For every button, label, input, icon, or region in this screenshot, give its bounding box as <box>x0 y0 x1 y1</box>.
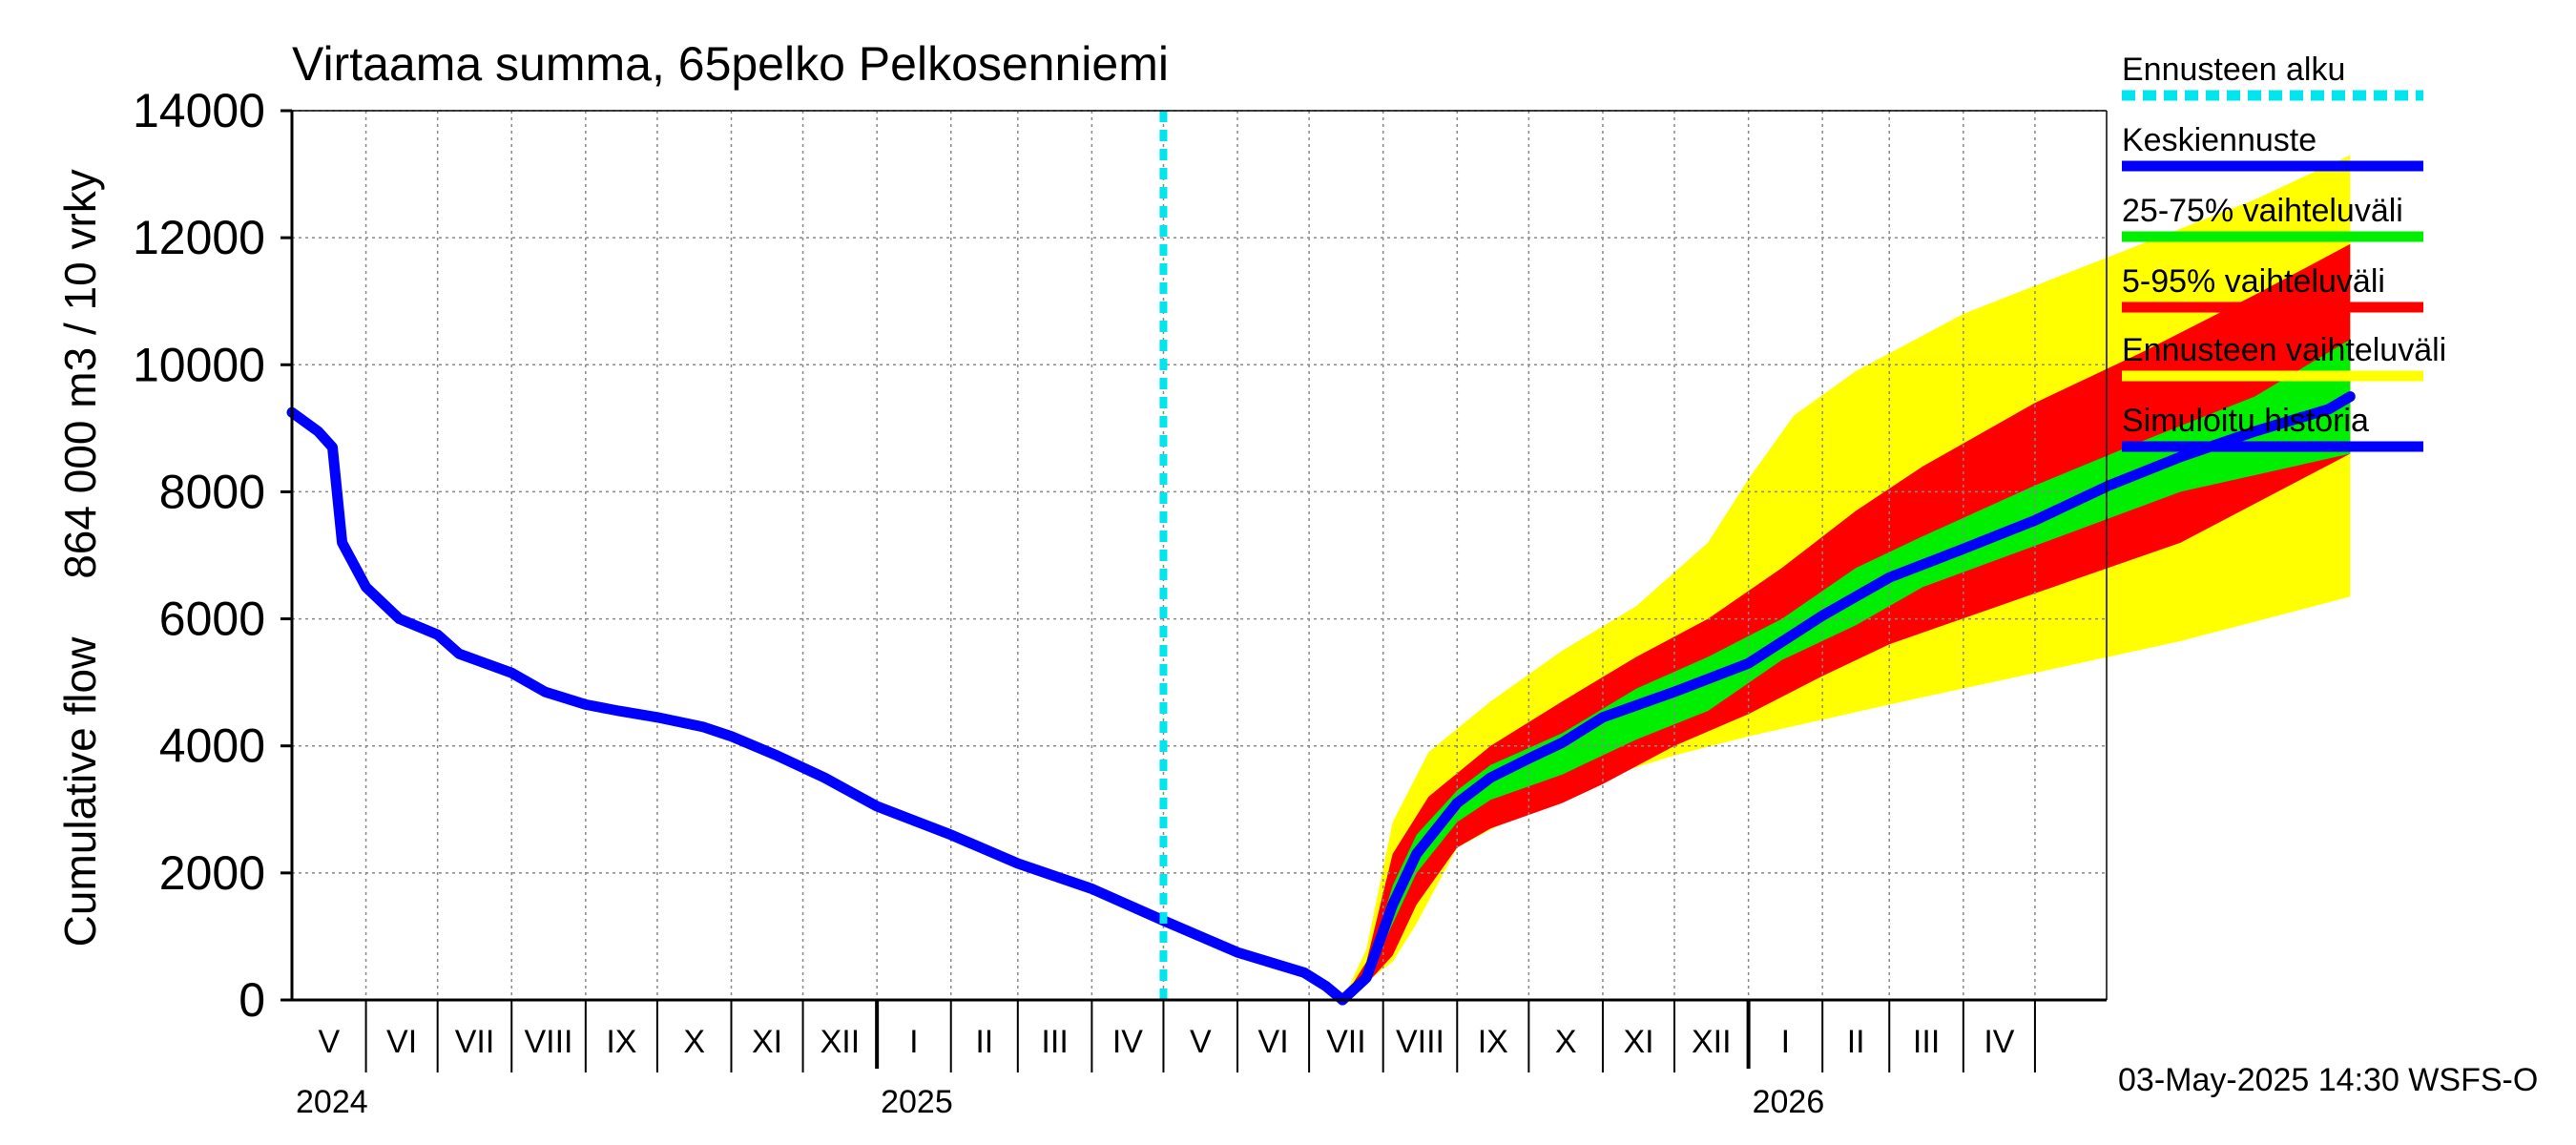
legend-label: Ennusteen vaihteluväli <box>2122 332 2446 368</box>
month-label: IV <box>1112 1024 1143 1060</box>
month-label: V <box>318 1024 340 1060</box>
year-label: 2024 <box>296 1084 368 1120</box>
month-label: II <box>1847 1024 1865 1060</box>
y-axis-label-line2: 864 000 m3 / 10 vrky <box>55 169 105 579</box>
month-label: III <box>1913 1024 1940 1060</box>
series-simuloitu-historia <box>286 406 1348 1006</box>
month-label: I <box>1781 1024 1790 1060</box>
month-label: X <box>1555 1024 1577 1060</box>
month-label: VII <box>1326 1024 1366 1060</box>
month-label: XII <box>821 1024 861 1060</box>
y-tick-labels: 0 2000 4000 6000 8000 10000 12000 14000 <box>133 84 292 1027</box>
band-25-75-vaihteluv-li <box>1342 339 2351 1000</box>
year-label: 2026 <box>1753 1084 1825 1120</box>
y-tick-label: 6000 <box>159 593 265 646</box>
footer-timestamp: 03-May-2025 14:30 WSFS-O <box>2118 1062 2538 1098</box>
y-tick-label: 4000 <box>159 719 265 773</box>
series-keskiennuste <box>1337 391 2356 1006</box>
y-tick-label: 14000 <box>133 84 265 137</box>
legend-label: Keskiennuste <box>2122 122 2316 158</box>
month-label: XII <box>1692 1024 1732 1060</box>
legend-label: 5-95% vaihteluväli <box>2122 263 2385 300</box>
month-label: I <box>909 1024 918 1060</box>
axes <box>290 110 2108 1002</box>
month-label: XI <box>1623 1024 1653 1060</box>
month-label: VIII <box>1396 1024 1444 1060</box>
month-label: IX <box>1478 1024 1508 1060</box>
y-tick-label: 12000 <box>133 211 265 264</box>
month-label: VI <box>1258 1024 1289 1060</box>
legend: Ennusteen alku Keskiennuste 25-75% vaihtel… <box>2122 52 2446 452</box>
y-tick-label: 10000 <box>133 338 265 391</box>
month-label: III <box>1041 1024 1068 1060</box>
month-label: VII <box>455 1024 495 1060</box>
legend-label: Simuloitu historia <box>2122 403 2369 439</box>
forecast-bands <box>1342 155 2351 1001</box>
month-label: IX <box>606 1024 636 1060</box>
x-axis-calendar: V VI VII VIII IX X XI XII I II III IV V VI VII VIII IX X X… <box>296 1000 2036 1120</box>
y-axis-label-line1: Cumulative flow <box>55 636 105 947</box>
month-label: IV <box>1984 1024 2014 1060</box>
month-label: II <box>975 1024 993 1060</box>
month-label: V <box>1190 1024 1212 1060</box>
y-tick-label: 8000 <box>159 465 265 518</box>
y-tick-label: 2000 <box>159 846 265 900</box>
month-label: VI <box>386 1024 417 1060</box>
plot-area <box>286 110 2356 1006</box>
month-label: X <box>683 1024 705 1060</box>
month-label: VIII <box>524 1024 572 1060</box>
legend-label: 25-75% vaihteluväli <box>2122 193 2403 229</box>
legend-label: Ennusteen alku <box>2122 52 2345 88</box>
series-lines <box>286 391 2356 1006</box>
chart-title: Virtaama summa, 65pelko Pelkosenniemi <box>292 37 1169 91</box>
year-label: 2025 <box>881 1084 953 1120</box>
y-tick-label: 0 <box>239 973 265 1027</box>
month-label: XI <box>752 1024 782 1060</box>
